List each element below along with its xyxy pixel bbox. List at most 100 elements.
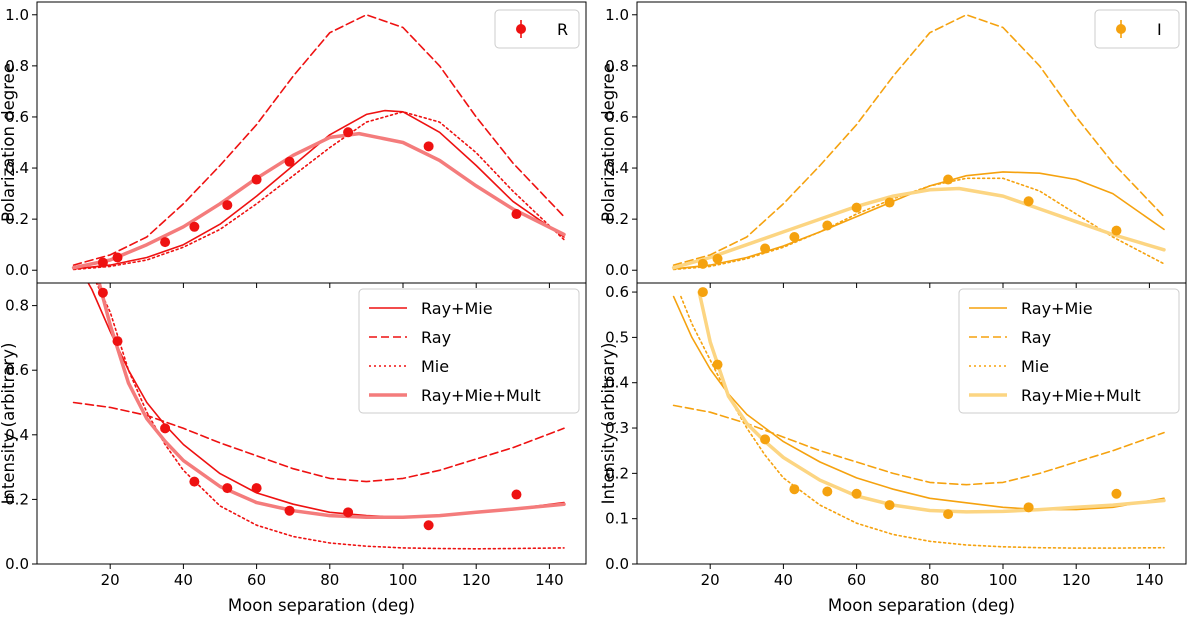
- data-point: [160, 237, 171, 248]
- y-tick-label: 0.0: [605, 555, 629, 573]
- legend-label: Ray+Mie: [1021, 299, 1093, 318]
- data-point: [943, 174, 954, 185]
- plot-area: [72, 283, 566, 550]
- x-tick-label: 40: [774, 571, 793, 589]
- data-point: [222, 200, 233, 211]
- x-tick-label: 60: [847, 571, 866, 589]
- data-point: [760, 434, 771, 445]
- plot-area: [672, 287, 1166, 549]
- legend-label: Ray+Mie+Mult: [421, 386, 541, 405]
- y-tick-label: 0.6: [605, 283, 629, 301]
- series-line-ray: [672, 14, 1165, 266]
- x-tick-label: 120: [1062, 571, 1091, 589]
- series-line-ray: [72, 401, 565, 483]
- legend-marker: [1116, 24, 1126, 34]
- legend-box: [958, 288, 1180, 414]
- legend-label: Ray+Mie+Mult: [1021, 386, 1141, 405]
- data-point: [851, 488, 862, 499]
- x-tick-label: 80: [920, 571, 939, 589]
- x-axis-label: Moon separation (deg): [828, 596, 1015, 615]
- data-point: [189, 221, 200, 232]
- series-line-ray-mie-mult: [671, 186, 1166, 270]
- data-point: [251, 174, 262, 185]
- data-point: [343, 127, 354, 138]
- data-point: [697, 258, 708, 269]
- y-tick-label: 1.0: [605, 6, 629, 24]
- legend-label: Mie: [1021, 357, 1049, 376]
- legend-marker: [516, 24, 526, 34]
- data-point: [423, 141, 434, 152]
- x-tick-label: 80: [320, 571, 339, 589]
- y-tick-label: 0.2: [605, 210, 629, 228]
- data-point: [97, 287, 108, 298]
- x-tick-label: 100: [989, 571, 1018, 589]
- axes-frame: [36, 282, 587, 565]
- data-point: [851, 202, 862, 213]
- chart-panel-1: 0.0 0.2 0.4 0.6 0.8 1.0 Polarization degree R: [0, 1, 587, 288]
- data-point: [712, 359, 723, 370]
- data-point: [1023, 196, 1034, 207]
- legend-box: [358, 288, 580, 414]
- x-tick-label: 20: [101, 571, 120, 589]
- data-point: [1111, 225, 1122, 236]
- data-point: [284, 505, 295, 516]
- data-point: [1111, 488, 1122, 499]
- y-tick-label: 0.4: [605, 374, 629, 392]
- legend-box: [1094, 9, 1180, 49]
- y-tick-label: 0.0: [605, 261, 629, 279]
- legend-label: R: [557, 20, 568, 39]
- data-point: [112, 336, 123, 347]
- y-axis-label: Intensity (arbitrary): [599, 343, 618, 505]
- y-tick-label: 0.8: [5, 297, 29, 315]
- x-tick-label: 20: [701, 571, 720, 589]
- x-tick-label: 140: [1135, 571, 1164, 589]
- chart-panel-3: 20 40 60 80 100 120 140 0.0 0.2 0.4 0.6 0.8 Intensit…: [0, 282, 587, 615]
- data-point: [1023, 502, 1034, 513]
- data-point: [97, 257, 108, 268]
- legend-label: Ray+Mie: [421, 299, 493, 318]
- series-line-ray: [72, 14, 565, 266]
- data-point: [822, 220, 833, 231]
- x-tick-label: 40: [174, 571, 193, 589]
- series-line-ray: [672, 404, 1165, 486]
- data-point: [943, 509, 954, 520]
- y-axis-label: Polarization degree: [599, 63, 618, 222]
- plot-area: [671, 14, 1166, 271]
- data-point: [222, 483, 233, 494]
- data-point: [112, 252, 123, 263]
- series-line-mie: [72, 111, 565, 271]
- data-point: [160, 423, 171, 434]
- y-tick-label: 0.4: [5, 426, 29, 444]
- series-line-mie: [680, 295, 1165, 549]
- y-tick-label: 0.1: [605, 510, 629, 528]
- y-tick-label: 0.2: [5, 210, 29, 228]
- series-line-ray-mie-mult: [97, 283, 566, 519]
- x-tick-label: 60: [247, 571, 266, 589]
- data-point: [511, 489, 522, 500]
- data-point: [712, 253, 723, 264]
- data-point: [251, 483, 262, 494]
- series-line-ray-mie-mult: [71, 131, 566, 270]
- y-tick-label: 0.2: [5, 490, 29, 508]
- y-axis-label: Intensity (arbitrary): [0, 343, 18, 505]
- data-point: [789, 484, 800, 495]
- series-line-mie: [95, 283, 565, 550]
- y-tick-label: 0.0: [5, 555, 29, 573]
- data-point: [511, 209, 522, 220]
- data-point: [343, 507, 354, 518]
- data-point: [284, 156, 295, 167]
- y-tick-label: 0.0: [5, 261, 29, 279]
- x-axis-label: Moon separation (deg): [228, 596, 415, 615]
- legend-label: Ray: [1021, 328, 1051, 347]
- legend-label: Ray: [421, 328, 451, 347]
- legend-label: I: [1157, 20, 1162, 39]
- legend-box: [494, 9, 580, 49]
- chart-panel-4: 20 40 60 80 100 120 140 0.0 0.1 0.2 0.3 0.4 0.5 0.6 In…: [599, 282, 1187, 615]
- y-tick-label: 0.3: [605, 419, 629, 437]
- series-line-ray-mie: [72, 109, 565, 270]
- axes-frame: [636, 282, 1187, 565]
- data-point: [423, 520, 434, 531]
- data-point: [822, 486, 833, 497]
- y-tick-label: 0.8: [5, 57, 29, 75]
